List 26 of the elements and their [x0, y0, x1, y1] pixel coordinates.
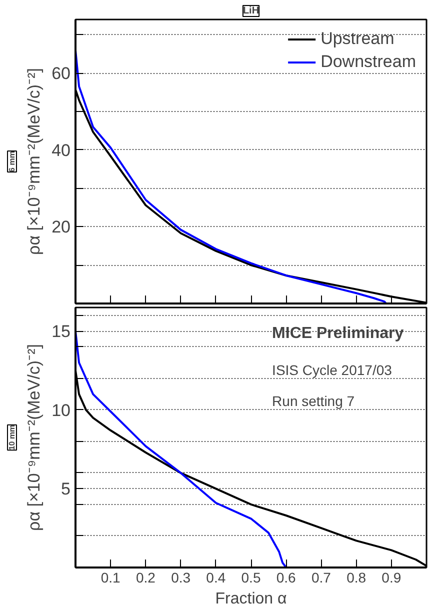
- y-tick-label: 5: [61, 480, 71, 499]
- y-tick-label: 20: [52, 218, 71, 237]
- x-tick-label: 0.5: [241, 570, 261, 586]
- x-tick-label: 0.4: [206, 570, 226, 586]
- annotation: MICE Preliminary: [272, 325, 404, 342]
- y-tick-label: 15: [52, 322, 71, 342]
- annotation: Run setting 7: [272, 393, 355, 410]
- x-tick-label: 0.7: [311, 570, 332, 586]
- x-tick-label: 0.8: [346, 570, 366, 586]
- text: 10 mm: [8, 424, 16, 450]
- y-tick-label: 60: [52, 64, 71, 84]
- y-axis-title: ρα [×10⁻⁹mm⁻²(MeV/c)⁻²]: [24, 344, 44, 531]
- y-tick-label: 10: [52, 400, 71, 420]
- x-tick-label: 0.1: [100, 570, 121, 586]
- x-tick-label: 0.3: [171, 570, 191, 586]
- y-axis-title: ρα [×10⁻⁹mm⁻²(MeV/c)⁻²]: [24, 68, 44, 255]
- legend-label: Downstream: [320, 52, 416, 72]
- chart-title: LiH: [242, 6, 260, 16]
- legend-label: Upstream: [320, 29, 394, 49]
- x-tick-label: 0.9: [382, 570, 402, 586]
- y-tick-label: 40: [52, 140, 71, 160]
- x-axis-title: Fraction α: [215, 590, 287, 608]
- x-tick-label: 0.2: [136, 570, 156, 586]
- annotation: ISIS Cycle 2017/03: [272, 362, 392, 378]
- x-tick-label: 0.6: [276, 570, 296, 586]
- text: 6 mm: [8, 151, 16, 172]
